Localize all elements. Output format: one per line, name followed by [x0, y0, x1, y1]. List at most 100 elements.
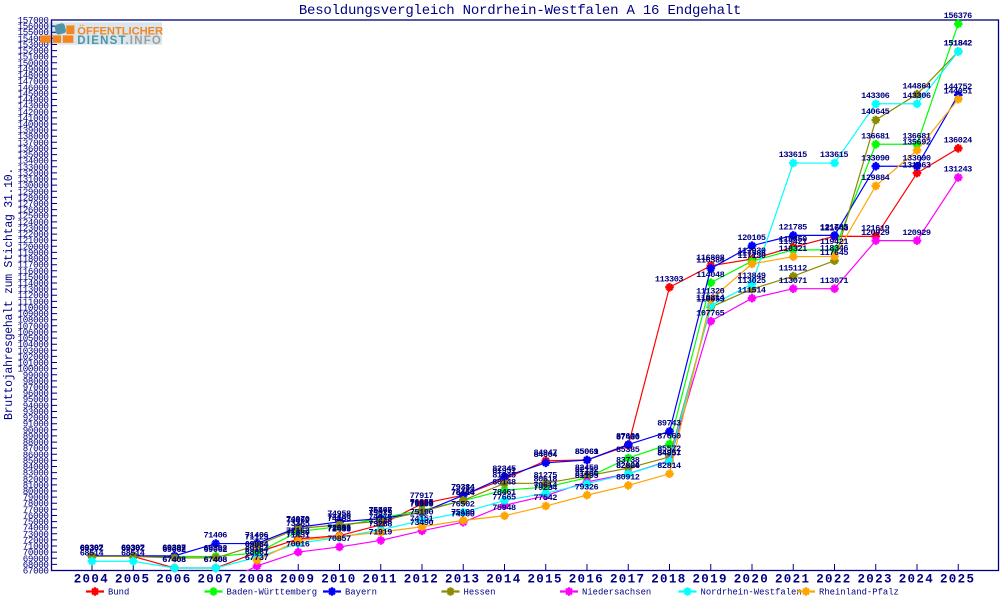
svg-text:110053: 110053 — [696, 294, 725, 304]
svg-text:146000: 146000 — [18, 82, 49, 93]
svg-text:69397: 69397 — [80, 543, 104, 553]
svg-text:120105: 120105 — [737, 233, 766, 243]
svg-text:87000: 87000 — [23, 443, 49, 454]
svg-text:72162: 72162 — [286, 526, 310, 536]
svg-text:105000: 105000 — [18, 333, 49, 344]
svg-text:117000: 117000 — [18, 260, 49, 271]
svg-text:113025: 113025 — [737, 276, 766, 286]
svg-text:73490: 73490 — [410, 518, 434, 528]
svg-text:113303: 113303 — [655, 275, 684, 285]
svg-text:130000: 130000 — [18, 180, 49, 191]
svg-text:119421: 119421 — [779, 237, 808, 247]
svg-text:96000: 96000 — [23, 388, 49, 399]
svg-text:148000: 148000 — [18, 70, 49, 81]
svg-text:80912: 80912 — [616, 473, 640, 483]
svg-text:73000: 73000 — [23, 529, 49, 540]
svg-text:69062: 69062 — [203, 545, 227, 555]
svg-text:75190: 75190 — [451, 508, 475, 518]
svg-text:83000: 83000 — [23, 468, 49, 479]
svg-text:143000: 143000 — [18, 101, 49, 112]
svg-text:127000: 127000 — [18, 199, 49, 210]
svg-text:70016: 70016 — [286, 539, 310, 549]
svg-text:71919: 71919 — [368, 528, 392, 538]
svg-text:150000: 150000 — [18, 58, 49, 69]
svg-text:118000: 118000 — [18, 254, 49, 265]
svg-text:82814: 82814 — [657, 461, 681, 471]
svg-text:Bruttojahresgehalt zum Stichta: Bruttojahresgehalt zum Stichtag 31.10. — [3, 168, 16, 420]
svg-text:74070: 74070 — [286, 515, 310, 525]
svg-text:141000: 141000 — [18, 113, 49, 124]
svg-text:153000: 153000 — [18, 40, 49, 51]
svg-text:2024: 2024 — [899, 572, 934, 586]
svg-text:67408: 67408 — [162, 555, 186, 565]
svg-text:154000: 154000 — [18, 33, 49, 44]
svg-text:104000: 104000 — [18, 339, 49, 350]
svg-text:78414: 78414 — [451, 488, 475, 498]
svg-text:144864: 144864 — [902, 81, 931, 91]
svg-text:68514: 68514 — [80, 548, 104, 558]
svg-text:101000: 101000 — [18, 358, 49, 369]
svg-text:129000: 129000 — [18, 186, 49, 197]
svg-text:121000: 121000 — [18, 235, 49, 246]
svg-text:73869: 73869 — [286, 516, 310, 526]
svg-text:69302: 69302 — [121, 544, 145, 554]
svg-text:119000: 119000 — [18, 247, 49, 258]
svg-text:133000: 133000 — [18, 162, 49, 173]
svg-text:72433: 72433 — [327, 525, 351, 535]
svg-text:69164: 69164 — [245, 545, 269, 555]
svg-text:74900: 74900 — [451, 509, 475, 519]
svg-text:136681: 136681 — [902, 132, 931, 142]
svg-text:75567: 75567 — [368, 505, 392, 515]
svg-text:117930: 117930 — [737, 246, 766, 256]
svg-text:138000: 138000 — [18, 131, 49, 142]
svg-text:2008: 2008 — [239, 572, 274, 586]
svg-text:107765: 107765 — [696, 308, 725, 318]
svg-text:89743: 89743 — [657, 419, 681, 429]
svg-text:112000: 112000 — [18, 290, 49, 301]
svg-text:2011: 2011 — [362, 572, 397, 586]
svg-text:85572: 85572 — [657, 444, 681, 454]
svg-text:2021: 2021 — [775, 572, 810, 586]
svg-text:115112: 115112 — [779, 263, 808, 273]
svg-text:80148: 80148 — [492, 477, 516, 487]
svg-text:135000: 135000 — [18, 150, 49, 161]
svg-text:113071: 113071 — [779, 276, 808, 286]
svg-text:Bund: Bund — [108, 587, 129, 597]
svg-text:Hessen: Hessen — [464, 587, 496, 597]
svg-text:2020: 2020 — [734, 572, 769, 586]
svg-text:84947: 84947 — [533, 448, 557, 458]
svg-text:136000: 136000 — [18, 143, 49, 154]
svg-text:71431: 71431 — [286, 531, 310, 541]
svg-text:82458: 82458 — [575, 463, 599, 473]
svg-text:121785: 121785 — [779, 223, 808, 233]
svg-text:79614: 79614 — [533, 481, 557, 491]
svg-text:85385: 85385 — [616, 445, 640, 455]
svg-text:74476: 74476 — [368, 512, 392, 522]
svg-text:70000: 70000 — [23, 547, 49, 558]
svg-text:2012: 2012 — [404, 572, 439, 586]
svg-text:69302: 69302 — [121, 544, 145, 554]
svg-text:2022: 2022 — [816, 572, 851, 586]
svg-text:81245: 81245 — [492, 471, 516, 481]
svg-text:116000: 116000 — [18, 266, 49, 277]
svg-text:140645: 140645 — [861, 107, 890, 117]
svg-text:118346: 118346 — [820, 244, 849, 254]
svg-text:149000: 149000 — [18, 64, 49, 75]
svg-text:2009: 2009 — [280, 572, 315, 586]
svg-text:72696: 72696 — [327, 523, 351, 533]
svg-text:145000: 145000 — [18, 88, 49, 99]
svg-text:2007: 2007 — [197, 572, 232, 586]
svg-text:156000: 156000 — [18, 21, 49, 32]
svg-text:69302: 69302 — [203, 544, 227, 554]
svg-text:82806: 82806 — [616, 461, 640, 471]
svg-text:144000: 144000 — [18, 95, 49, 106]
svg-text:67408: 67408 — [203, 555, 227, 565]
svg-text:89000: 89000 — [23, 431, 49, 442]
svg-text:Rheinland-Pfalz: Rheinland-Pfalz — [819, 587, 899, 597]
svg-text:74000: 74000 — [23, 523, 49, 534]
svg-text:Nordrhein-Westfalen: Nordrhein-Westfalen — [701, 587, 802, 597]
svg-text:115000: 115000 — [18, 272, 49, 283]
svg-text:82152: 82152 — [575, 465, 599, 475]
svg-text:129884: 129884 — [861, 173, 890, 183]
svg-text:151842: 151842 — [944, 39, 973, 49]
